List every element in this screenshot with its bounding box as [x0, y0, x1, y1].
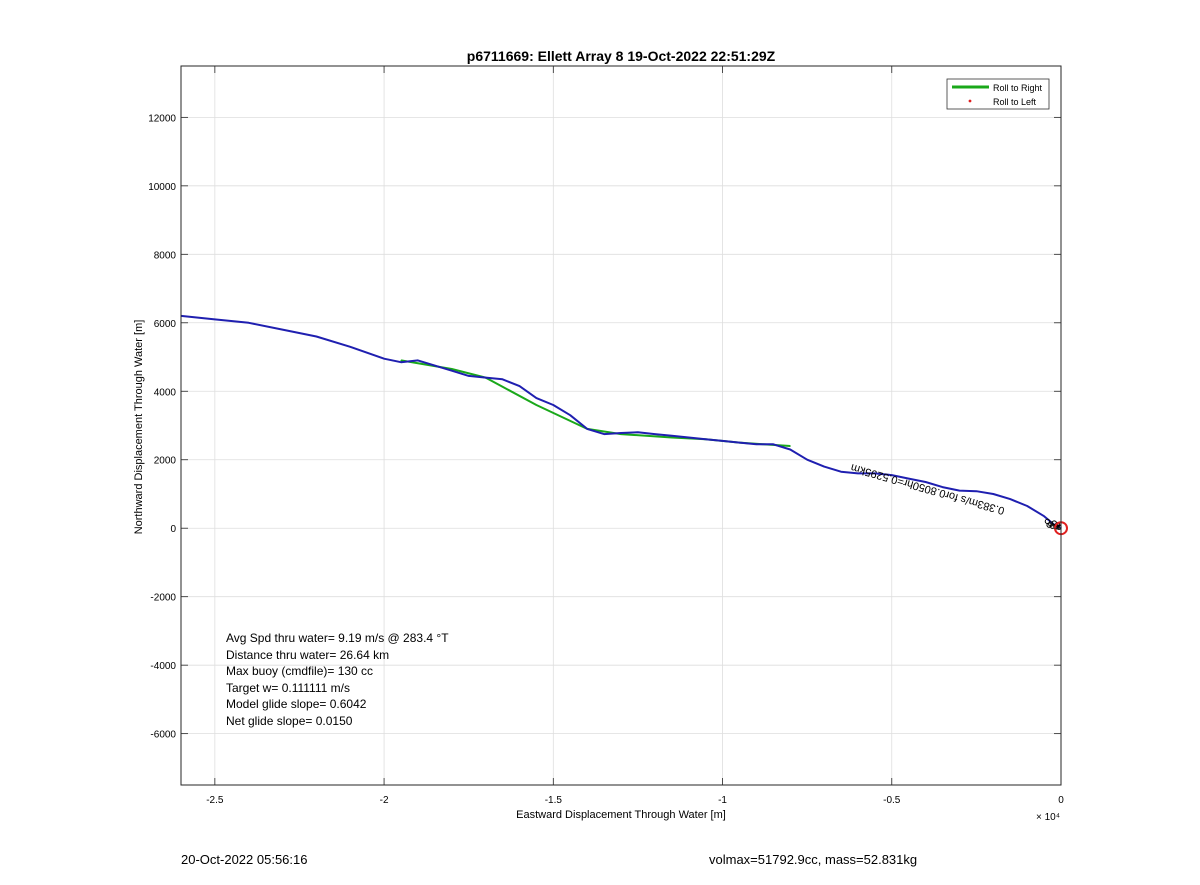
series-track-point — [721, 440, 724, 442]
x-tick-label: -2.5 — [206, 795, 224, 806]
series-track-point — [552, 404, 554, 406]
legend-left-dot — [968, 99, 972, 103]
y-tick-label: 10000 — [148, 182, 176, 193]
series-track-point — [281, 329, 284, 331]
series-track-point — [637, 431, 639, 433]
annotation-avg-speed: Avg Spd thru water= 9.19 m/s @ 283.4 °T — [226, 631, 449, 645]
x-tick-label: -1.5 — [545, 795, 563, 806]
series-track-point — [349, 346, 351, 348]
x-axis-label: Eastward Displacement Through Water [m] — [516, 809, 726, 821]
series-track-point — [501, 378, 504, 380]
series-track-point — [603, 433, 605, 435]
annotation-model-glide: Model glide slope= 0.6042 — [226, 697, 367, 711]
series-track-point — [620, 432, 622, 434]
legend-label-left: Roll to Left — [993, 97, 1037, 107]
series-track-point — [315, 335, 317, 338]
series-track-point — [569, 414, 571, 416]
series-roll-right-point — [535, 404, 537, 406]
y-tick-label: 4000 — [154, 387, 177, 398]
series-track-point — [840, 471, 842, 473]
series-track-point — [248, 322, 250, 324]
series-track-point — [925, 481, 927, 483]
stats-annotation: Avg Spd thru water= 9.19 m/s @ 283.4 °T … — [226, 631, 449, 728]
series-track-point — [975, 490, 977, 492]
series-track-point — [654, 433, 656, 435]
x-axis-exponent: × 10⁴ — [1036, 812, 1060, 823]
x-tick-label: -2 — [380, 795, 389, 806]
series-track-point — [789, 448, 791, 451]
y-tick-label: 12000 — [148, 113, 176, 124]
series-track-point — [857, 472, 859, 475]
series-track-point — [518, 385, 521, 387]
surface-point-marker — [1046, 522, 1052, 528]
series-track-point — [451, 370, 453, 372]
y-axis-label: Northward Displacement Through Water [m] — [133, 320, 145, 535]
series-track-point — [586, 428, 588, 430]
annotation-distance: Distance thru water= 26.64 km — [226, 648, 389, 662]
series-track-point — [1009, 498, 1011, 500]
plot-frame — [180, 65, 1062, 786]
y-tick-label: -4000 — [150, 661, 176, 672]
series-track-point — [417, 359, 419, 362]
series-track-point — [400, 361, 402, 363]
annotation-net-glide: Net glide slope= 0.0150 — [226, 714, 353, 728]
legend-label-right: Roll to Right — [993, 83, 1043, 93]
x-tick-label: -0.5 — [883, 795, 901, 806]
series-track-point — [1043, 515, 1045, 517]
series-roll-right-point — [789, 445, 791, 447]
series-track-point — [823, 465, 825, 468]
legend-box — [946, 78, 1050, 110]
series-roll-right-point — [671, 436, 673, 439]
series-track-point — [535, 397, 537, 399]
x-tick-label: 0 — [1058, 795, 1064, 806]
series-roll-right-point — [400, 359, 402, 362]
series-track-point — [1026, 505, 1028, 507]
series-track-point — [874, 472, 876, 475]
series-track-point — [214, 318, 216, 320]
series-track-point — [468, 375, 470, 377]
y-tick-label: -2000 — [150, 593, 176, 604]
series-track-point — [755, 443, 757, 445]
series-track-point — [738, 442, 741, 444]
series-track-point — [671, 435, 673, 437]
legend: Roll to Right Roll to Left — [946, 78, 1050, 110]
y-tick-label: 6000 — [154, 319, 177, 330]
y-tick-label: 0 — [170, 524, 176, 535]
series-track-point — [908, 477, 910, 480]
annotation-max-buoy: Max buoy (cmdfile)= 130 cc — [226, 664, 373, 678]
series-track-line — [180, 314, 1062, 530]
series-track-point — [434, 364, 436, 367]
axis-ticks: -2.5 -2 -1.5 -1 -0.5 0 -6000 -4000 -2000 0 2000 400… — [148, 66, 1064, 806]
series-track-point — [705, 438, 707, 440]
series-track-point — [383, 358, 385, 360]
series-track-point — [941, 486, 944, 488]
series-track-point — [958, 489, 961, 492]
x-tick-label: -1 — [718, 795, 727, 806]
annotation-target-w: Target w= 0.111111 m/s — [226, 681, 350, 695]
series-track-point — [891, 474, 893, 476]
series-track-point — [772, 443, 774, 445]
series-track-point — [806, 459, 808, 461]
footer-date: 20-Oct-2022 05:56:16 — [181, 852, 308, 867]
y-tick-label: 8000 — [154, 250, 177, 261]
series-roll-right-point — [451, 368, 453, 370]
footer-mass-info: volmax=51792.9cc, mass=52.831kg — [709, 852, 918, 867]
chart-title: p6711669: Ellett Array 8 19-Oct-2022 22:… — [467, 48, 776, 64]
y-tick-label: -6000 — [150, 730, 176, 741]
grid-lines — [181, 66, 1062, 785]
series-track-point — [485, 376, 487, 379]
series-track-point — [688, 436, 690, 439]
y-tick-label: 2000 — [154, 456, 177, 467]
series-track-point — [992, 493, 994, 495]
